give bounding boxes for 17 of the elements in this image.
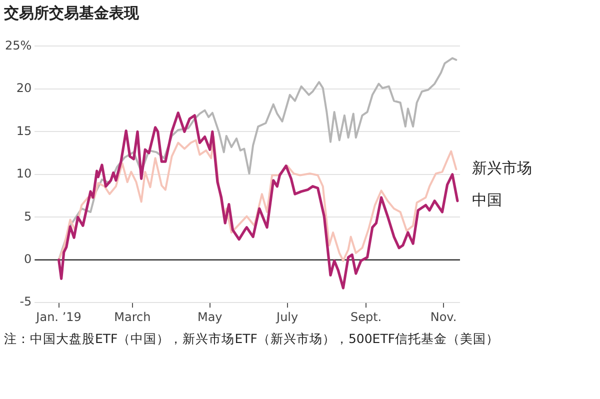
chart-title: 交易所交易基金表现 xyxy=(4,4,139,23)
x-tick-label: Jan. ’19 xyxy=(35,310,82,324)
y-tick-label: 0 xyxy=(24,252,32,266)
y-tick-label: 5 xyxy=(24,209,32,224)
y-tick-label: 20 xyxy=(16,81,32,96)
text: 注：中国大盘股ETF（中国），新兴市场ETF（新兴市场），500ETF信托基金（美国） xyxy=(4,330,500,348)
x-tick-label: Nov. xyxy=(430,310,457,324)
x-tick-label: Sept. xyxy=(350,310,382,324)
series-label: 新兴市场 xyxy=(472,159,532,178)
y-tick-label: 15 xyxy=(16,124,32,138)
y-tick-label: -5 xyxy=(20,294,32,309)
series-label: 中国 xyxy=(472,190,502,209)
y-tick-label: 10 xyxy=(16,166,32,181)
x-tick-label: March xyxy=(114,310,151,324)
x-tick-label: May xyxy=(197,310,222,324)
y-tick-label: 25% xyxy=(5,38,32,52)
x-tick-label: July xyxy=(276,310,298,324)
